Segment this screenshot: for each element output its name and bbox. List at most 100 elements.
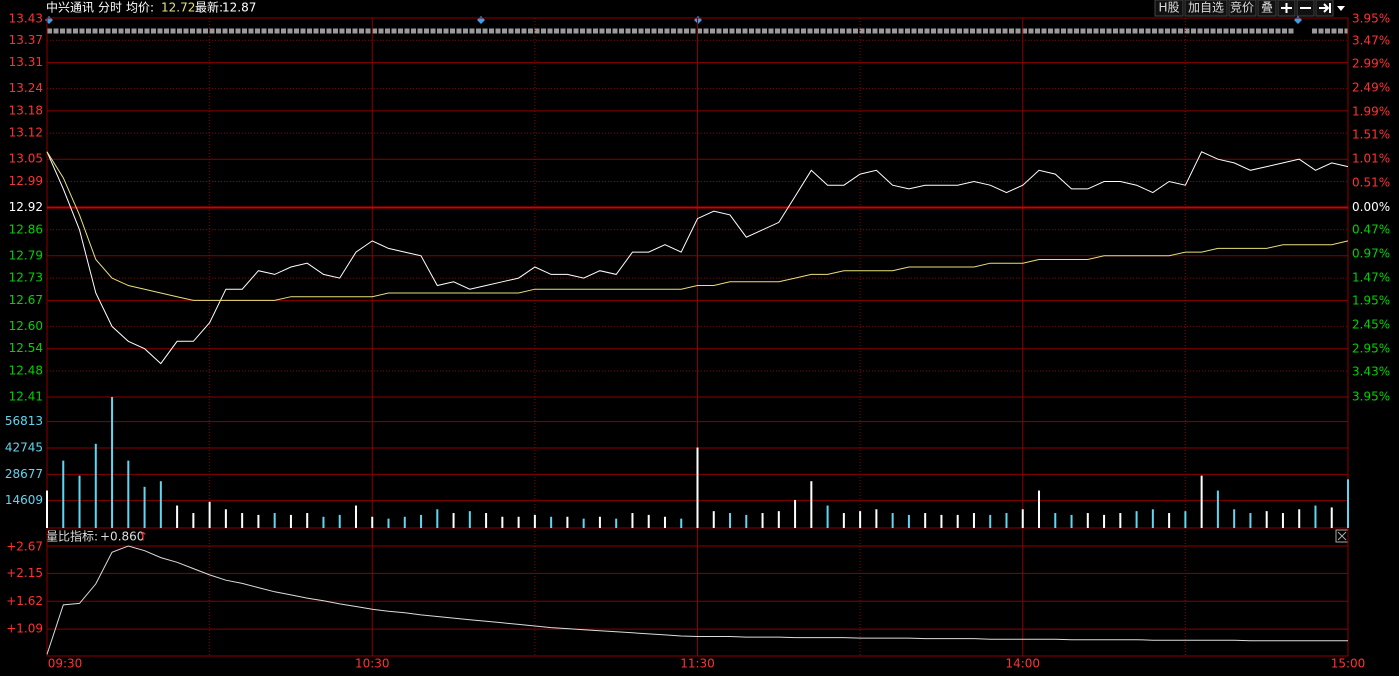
- x-tick-label: 14:00: [1005, 657, 1040, 671]
- x-tick-label: 09:30: [48, 657, 83, 671]
- volume-bar: [1330, 507, 1333, 528]
- y-tick-label: 12.67: [9, 293, 43, 307]
- volume-bar: [1135, 511, 1138, 528]
- y-tick-label: 13.18: [9, 103, 43, 117]
- y2-tick-label: 1.95%: [1352, 294, 1390, 308]
- end-icon: [1319, 3, 1331, 13]
- volume-bar: [826, 505, 829, 528]
- volume-bar: [192, 513, 195, 528]
- volume-bar: [1184, 511, 1187, 528]
- volume-bar: [989, 514, 992, 528]
- volume-bar: [1168, 513, 1171, 528]
- y-tick-label: 13.43: [9, 12, 43, 26]
- volume-bar: [387, 518, 390, 528]
- volume-bar: [1054, 513, 1057, 528]
- volume-bar: [94, 443, 97, 528]
- volume-bar: [1086, 513, 1089, 528]
- volume-bar: [777, 511, 780, 528]
- y-tick-label: 12.54: [9, 341, 43, 355]
- volume-bar: [1281, 513, 1284, 528]
- stock-name: 中兴通讯: [46, 0, 94, 15]
- volume-bar: [745, 514, 748, 528]
- button[interactable]: [1154, 0, 1184, 17]
- volume-bar: [582, 518, 585, 528]
- ratio-title: 量比指标:: [46, 529, 98, 544]
- volume-bar: [420, 514, 423, 528]
- volume-bar: [1314, 505, 1317, 528]
- close-icon: [1337, 531, 1347, 541]
- mode: 分时: [98, 1, 122, 15]
- y-tick-label: 12.73: [9, 271, 43, 285]
- y2-tick-label: 1.01%: [1352, 152, 1390, 166]
- ratio-value: +0.860: [100, 530, 144, 544]
- y2-tick-label: 1.99%: [1352, 105, 1390, 119]
- x-tick-label: 10:30: [355, 657, 390, 671]
- avg-label: 均价:: [126, 1, 154, 15]
- avg-value: 12.72: [161, 1, 195, 15]
- volume-bar: [1298, 509, 1301, 528]
- volume-bar: [273, 513, 276, 528]
- volume-bar: [111, 397, 114, 528]
- avg-price-line: [46, 151, 1349, 301]
- volume-bar: [322, 516, 325, 528]
- x-tick-label: 15:00: [1331, 657, 1366, 671]
- button[interactable]: [1257, 0, 1277, 17]
- volume-bar: [371, 516, 374, 528]
- volume-bar: [631, 513, 634, 528]
- y-tick-label: 13.05: [9, 152, 43, 166]
- y-tick-label: 13.24: [9, 81, 43, 95]
- volume-bar: [956, 514, 959, 528]
- volume-bar: [712, 511, 715, 528]
- volume-bar: [680, 518, 683, 528]
- y-tick-label: +1.62: [6, 594, 43, 608]
- y2-tick-label: 1.51%: [1352, 128, 1390, 142]
- y2-tick-label: 3.43%: [1352, 365, 1390, 379]
- y-tick-label: 13.37: [9, 33, 43, 47]
- y2-tick-label: 3.95%: [1352, 390, 1390, 404]
- y-tick-label: 12.48: [9, 363, 43, 377]
- button-label[interactable]: H股: [1158, 1, 1179, 15]
- y2-tick-label: 1.47%: [1352, 271, 1390, 285]
- volume-bar: [354, 505, 357, 528]
- button[interactable]: [1228, 0, 1257, 17]
- volume-bar: [615, 518, 618, 528]
- button-label[interactable]: 叠: [1261, 1, 1273, 15]
- y2-tick-label: 3.47%: [1352, 34, 1390, 48]
- volume-bar: [550, 516, 553, 528]
- button[interactable]: [1184, 0, 1228, 17]
- y2-tick-label: 2.45%: [1352, 318, 1390, 332]
- volume-bar: [306, 513, 309, 528]
- y-tick-label: 12.79: [9, 248, 43, 262]
- volume-bar: [62, 460, 65, 528]
- volume-bar: [289, 514, 292, 528]
- volume-bar: [972, 513, 975, 528]
- y2-tick-label: 2.99%: [1352, 57, 1390, 71]
- button-label[interactable]: 竞价: [1230, 1, 1254, 15]
- volume-bar: [875, 509, 878, 528]
- volume-bar: [241, 513, 244, 528]
- y-tick-label: +2.15: [6, 566, 43, 580]
- volume-bar: [176, 505, 179, 528]
- volume-bar: [159, 481, 162, 528]
- volume-bar: [907, 514, 910, 528]
- plus-icon: [1281, 3, 1292, 13]
- volume-bar: [810, 481, 813, 528]
- volume-bar: [1005, 513, 1008, 528]
- button-label[interactable]: 加自选: [1188, 1, 1224, 15]
- volume-bar: [794, 499, 797, 528]
- y2-tick-label: 0.97%: [1352, 247, 1390, 261]
- price-line: [46, 151, 1349, 365]
- volume-bar: [46, 490, 48, 528]
- volume-bar: [647, 514, 650, 528]
- volume-bar: [485, 513, 488, 528]
- volume-bar: [208, 501, 211, 528]
- ratio-arrow: ↑: [138, 530, 148, 544]
- dropdown-icon[interactable]: [1337, 6, 1345, 11]
- volume-bar: [1249, 513, 1252, 528]
- volume-bar: [452, 513, 455, 528]
- volume-bar: [940, 514, 943, 528]
- volume-bar: [924, 513, 927, 528]
- volume-bar: [566, 516, 569, 528]
- y2-tick-label: 0.51%: [1352, 176, 1390, 190]
